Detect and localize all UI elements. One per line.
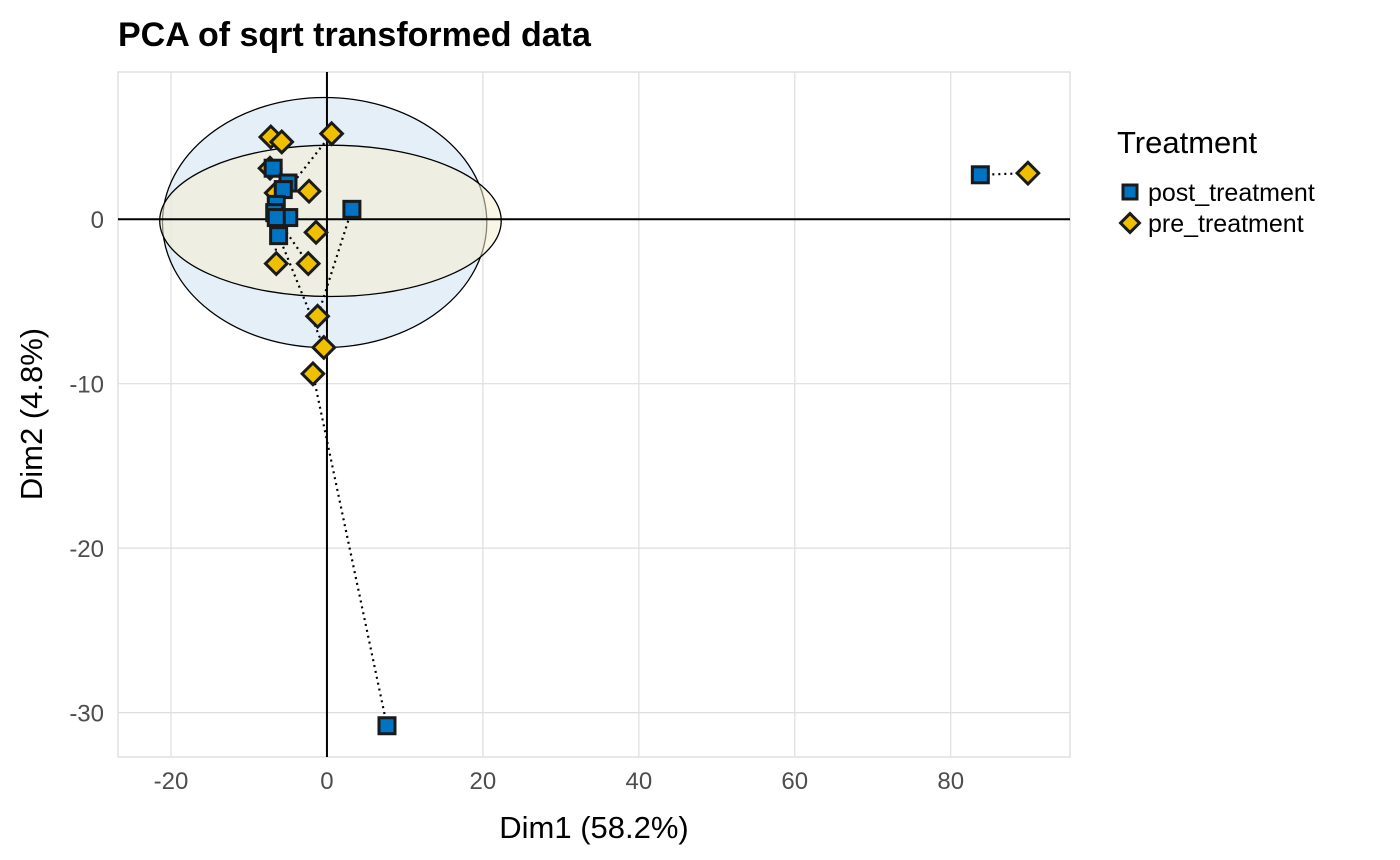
x-tick-label: 40 — [625, 768, 652, 795]
y-tick-label: -30 — [69, 701, 104, 728]
pair-line — [277, 235, 325, 348]
y-axis-label: Dim2 (4.8%) — [14, 328, 49, 500]
pre_treatment-point — [295, 250, 322, 277]
pre_treatment-point — [263, 250, 290, 277]
post_treatment-legend-key — [1121, 183, 1139, 201]
legend-label-post_treatment: post_treatment — [1148, 179, 1315, 207]
post_treatment-point — [266, 208, 286, 228]
legend-label-pre_treatment: pre_treatment — [1148, 210, 1304, 238]
legend: Treatment post_treatment pre_treatment — [1117, 125, 1315, 238]
points — [257, 120, 1041, 736]
x-axis-label: Dim1 (58.2%) — [499, 810, 689, 845]
panel-border — [117, 71, 1071, 758]
pre_treatment-point — [296, 178, 322, 205]
pre_treatment-legend-key — [1118, 211, 1142, 235]
x-tick-label: 80 — [937, 768, 964, 795]
legend-title: Treatment — [1117, 125, 1258, 160]
pre_treatment-point — [304, 303, 331, 330]
pre_treatment-point — [268, 128, 295, 155]
post_treatment-point — [269, 226, 289, 246]
post_treatment-point — [342, 199, 362, 219]
post_treatment-point — [263, 158, 283, 178]
pre_treatment-point — [1014, 160, 1041, 187]
x-tick-label: 0 — [320, 768, 333, 795]
pre_treatment-point — [303, 219, 329, 246]
x-tick-label: -20 — [154, 768, 189, 795]
post_treatment-point — [970, 165, 990, 185]
x-tick-label: 20 — [470, 768, 497, 795]
chart-title: PCA of sqrt transformed data — [118, 16, 592, 54]
pre_treatment-point — [310, 334, 337, 361]
y-tick-label: -20 — [69, 536, 104, 563]
confidence-ellipses — [159, 96, 502, 349]
pre_treatment-point — [318, 120, 345, 147]
y-tick-label: 0 — [91, 207, 104, 234]
pair-line — [311, 373, 389, 726]
post_treatment-point — [377, 716, 397, 736]
x-tick-label: 60 — [781, 768, 808, 795]
tick-labels: -20 0 20 40 60 80 -30 -20 -10 0 — [69, 207, 964, 795]
y-tick-label: -10 — [69, 372, 104, 399]
pair-line — [316, 208, 353, 317]
pre_treatment-point — [300, 360, 326, 387]
